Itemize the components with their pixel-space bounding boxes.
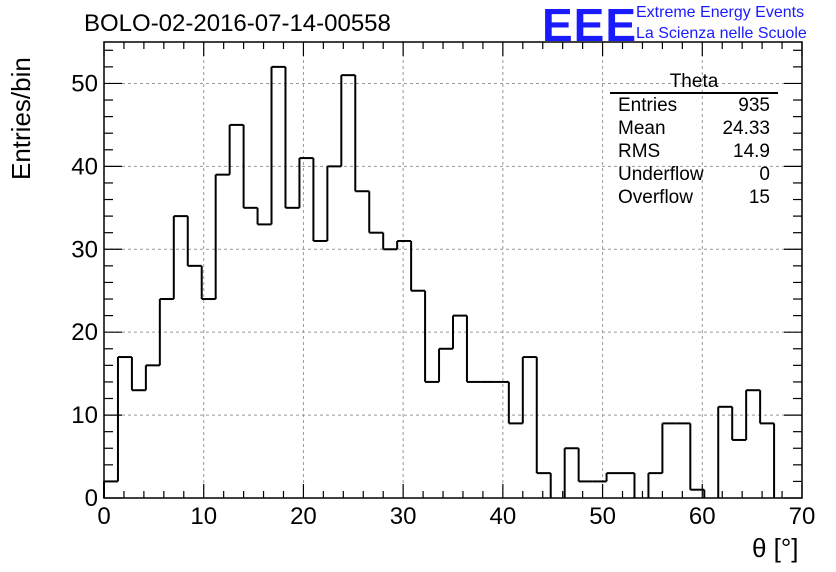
x-tick-label: 10 xyxy=(190,503,217,530)
stats-rows: Entries 935 Mean 24.33 RMS 14.9 Underflow 0 Over… xyxy=(610,94,778,209)
stats-label: RMS xyxy=(618,141,661,162)
y-tick-label: 30 xyxy=(71,236,98,263)
x-tick-label: 20 xyxy=(290,503,317,530)
stats-row: Overflow 15 xyxy=(610,186,778,209)
logo-subtitle-2: La Scienza nelle Scuole xyxy=(636,25,807,42)
stats-label: Entries xyxy=(618,95,678,116)
plot-title: BOLO-02-2016-07-14-00558 xyxy=(84,10,391,37)
stats-value: 935 xyxy=(738,95,770,116)
x-tick-label: 70 xyxy=(789,503,816,530)
y-tick-label: 0 xyxy=(85,485,98,512)
eee-logo: EEE xyxy=(542,0,638,51)
y-tick-label: 10 xyxy=(71,402,98,429)
x-axis-label: θ [°] xyxy=(752,533,799,563)
y-tick-label: 20 xyxy=(71,319,98,346)
x-tick-label: 40 xyxy=(490,503,517,530)
stats-row: Entries 935 xyxy=(610,94,778,117)
y-tick-label: 40 xyxy=(71,153,98,180)
stats-label: Overflow xyxy=(618,187,693,208)
stats-row: Mean 24.33 xyxy=(610,117,778,140)
y-tick-label: 50 xyxy=(71,70,98,97)
x-tick-label: 60 xyxy=(689,503,716,530)
stats-row: Underflow 0 xyxy=(610,163,778,186)
logo-subtitle-1: Extreme Energy Events xyxy=(636,4,805,21)
stats-value: 24.33 xyxy=(722,118,770,139)
stats-value: 0 xyxy=(759,164,770,185)
y-axis-label: Entries/bin xyxy=(6,57,36,180)
stats-box: Theta Entries 935 Mean 24.33 RMS 14.9 Underflo… xyxy=(610,72,778,209)
x-tick-label: 30 xyxy=(390,503,417,530)
stats-label: Mean xyxy=(618,118,666,139)
stats-value: 14.9 xyxy=(733,141,770,162)
stats-value: 15 xyxy=(748,187,770,208)
stats-title: Theta xyxy=(610,72,778,94)
plot-frame xyxy=(103,41,803,499)
x-tick-label: 50 xyxy=(589,503,616,530)
stats-label: Underflow xyxy=(618,164,704,185)
x-tick-label: 0 xyxy=(97,503,110,530)
stats-row: RMS 14.9 xyxy=(610,140,778,163)
